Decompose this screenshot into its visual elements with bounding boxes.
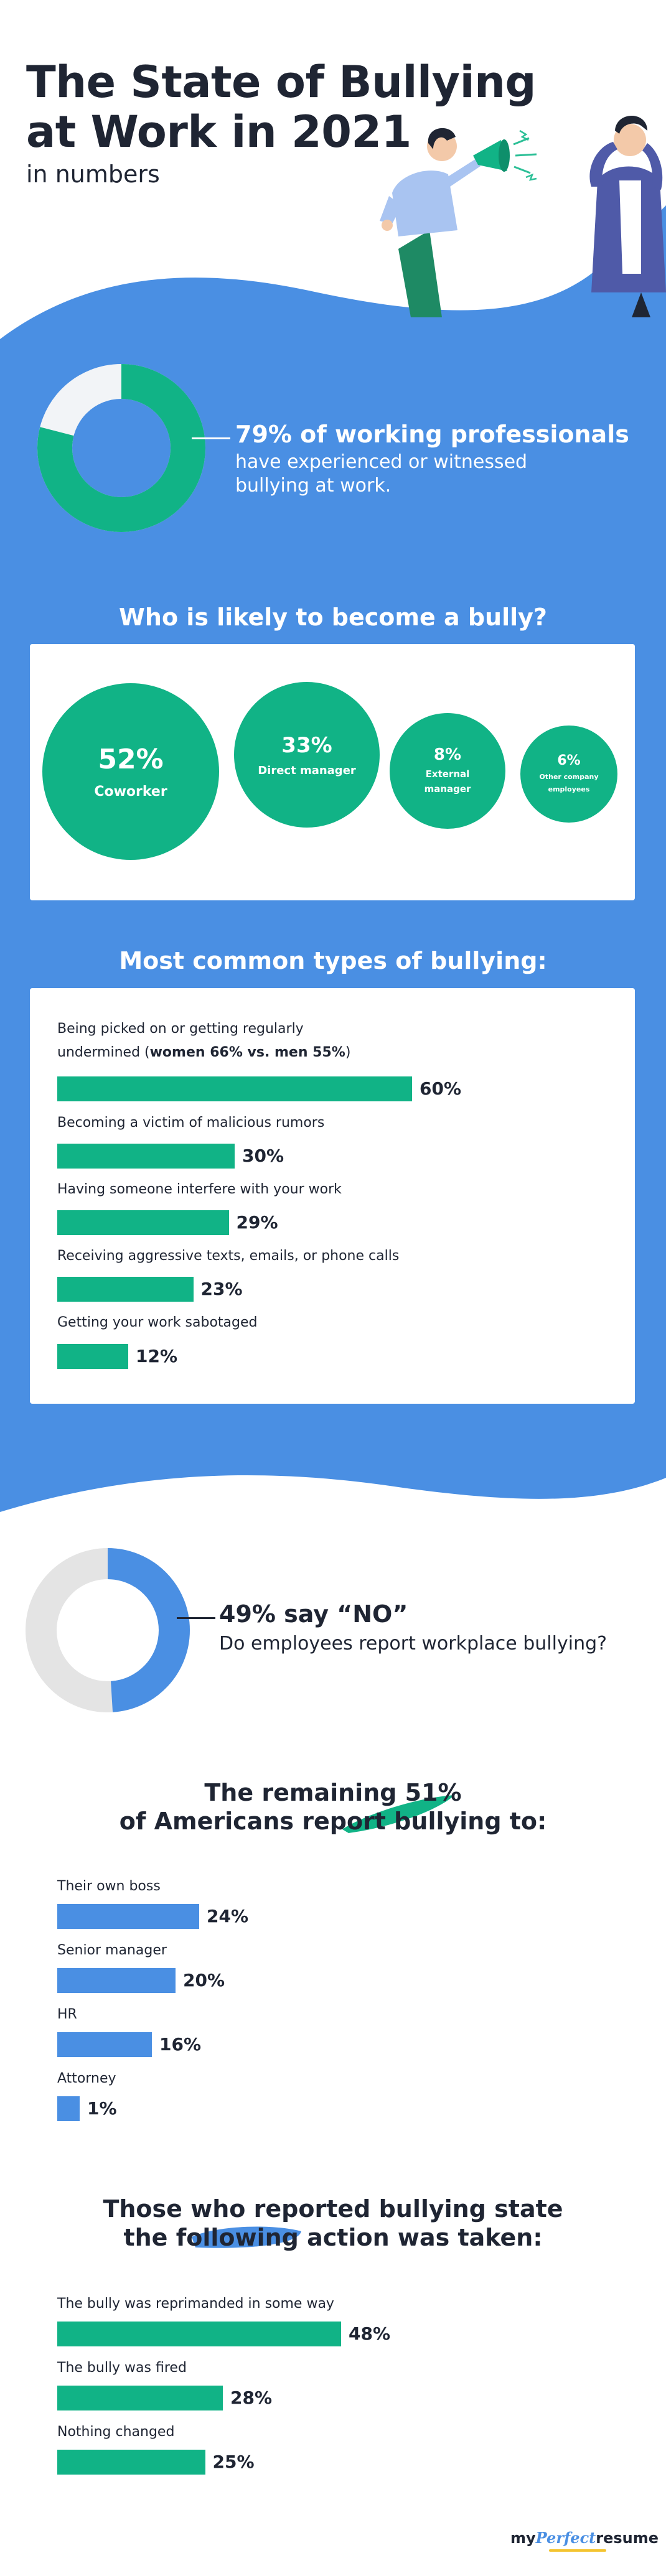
donut-49-value-arc (26, 1548, 190, 1712)
report-heading-line2: of Americans report bullying to: (119, 1808, 547, 1835)
types-bar-value: 60% (420, 1078, 462, 1099)
types-bar-value: 29% (236, 1212, 278, 1233)
bully-circle-pct: 52% (98, 744, 164, 775)
action-bar-label: Nothing changed (57, 2424, 175, 2440)
donut-79-value-arc (37, 364, 205, 532)
bully-circle-label: External manager (424, 768, 471, 795)
types-bar (57, 1144, 235, 1169)
report-bar-value: 20% (183, 1970, 225, 1990)
bully-circle-label: Direct manager (258, 763, 356, 777)
stat-49-connector-line (177, 1617, 215, 1619)
green-brush-stroke (342, 1795, 454, 1833)
logo-part-perfect: Perfect (535, 2529, 596, 2547)
bully-circle-label: Other company employees (539, 772, 599, 793)
types-label1-line2-pre: undermined ( (57, 1045, 150, 1060)
action-bar (57, 2386, 223, 2410)
action-bar (57, 2450, 205, 2475)
bully-circle-external-manager: 8% External manager (390, 713, 505, 829)
report-heading-line1: The remaining 51% (204, 1779, 462, 1806)
donut-chart-79 (37, 364, 205, 532)
types-bar-label: Getting your work sabotaged (57, 1315, 258, 1330)
bully-circle-pct: 8% (433, 745, 462, 764)
action-heading-line1: Those who reported bullying state (103, 2195, 563, 2223)
types-bar (57, 1277, 194, 1302)
types-bar-label: Receiving aggressive texts, emails, or p… (57, 1248, 400, 1264)
megaphone-illustration (380, 116, 666, 317)
myperfectresume-logo: myPerfectresume (510, 2529, 659, 2547)
types-bar-label: Being picked on or getting regularly und… (57, 1017, 350, 1065)
types-bar (57, 1344, 128, 1369)
types-label1-line2-bold: women 66% vs. men 55% (149, 1045, 345, 1060)
report-heading: The remaining 51% of Americans report bu… (0, 1778, 666, 1836)
report-bar (57, 2032, 152, 2057)
logo-part-resume: resume (596, 2529, 659, 2547)
types-bar (57, 1210, 229, 1235)
types-bar (57, 1076, 412, 1101)
page-title: The State of Bullying at Work in 2021 (26, 57, 537, 157)
report-bar (57, 1904, 199, 1929)
stat-79-headline: 79% of working professionals (235, 421, 629, 448)
action-bar (57, 2322, 341, 2346)
stat-49-headline: 49% say “NO” (219, 1600, 408, 1628)
report-bar-label: Attorney (57, 2071, 116, 2086)
action-heading: Those who reported bullying state the fo… (0, 2195, 666, 2252)
types-bar-label: Becoming a victim of malicious rumors (57, 1115, 325, 1131)
bully-heading: Who is likely to become a bully? (119, 604, 547, 631)
stat-79-connector-line (192, 437, 230, 439)
types-bar-value: 30% (242, 1146, 284, 1166)
stat-79-text: have experienced or witnessed bullying a… (235, 451, 528, 497)
report-bar-label: Their own boss (57, 1878, 161, 1894)
types-heading: Most common types of bullying: (119, 947, 547, 974)
page-title-line2: at Work in 2021 (26, 106, 411, 157)
page-subtitle: in numbers (26, 161, 160, 188)
types-bar-label: Having someone interfere with your work (57, 1182, 342, 1197)
action-bar-label: The bully was reprimanded in some way (57, 2296, 334, 2312)
report-bar-label: Senior manager (57, 1943, 167, 1958)
donut-chart-49 (26, 1548, 190, 1712)
report-bar-label: HR (57, 2007, 77, 2022)
bully-circle-pct: 6% (557, 752, 581, 768)
page-title-line1: The State of Bullying (26, 57, 537, 108)
bully-circle-direct-manager: 33% Direct manager (234, 682, 380, 828)
logo-part-my: my (510, 2529, 536, 2547)
report-bar-value: 1% (87, 2098, 117, 2119)
bully-circle-coworker: 52% Coworker (42, 683, 219, 860)
action-bar-label: The bully was fired (57, 2360, 187, 2376)
action-heading-line2: the following action was taken: (123, 2224, 543, 2251)
types-label1-line1: Being picked on or getting regularly (57, 1021, 304, 1037)
action-bar-value: 25% (212, 2452, 255, 2472)
action-bar-value: 28% (230, 2387, 273, 2408)
types-bar-value: 12% (136, 1346, 178, 1366)
types-card (30, 988, 635, 1404)
report-bar-value: 24% (207, 1906, 249, 1926)
logo-underline (549, 2549, 606, 2552)
bully-circle-label: Coworker (94, 784, 167, 800)
report-bar (57, 1968, 176, 1993)
report-bar-value: 16% (159, 2034, 202, 2055)
bully-circle-other-employees: 6% Other company employees (520, 726, 617, 823)
types-bar-value: 23% (200, 1279, 243, 1299)
stat-49-text: Do employees report workplace bullying? (219, 1633, 607, 1654)
bully-circle-pct: 33% (281, 732, 332, 758)
blue-brush-stroke (192, 2226, 301, 2248)
types-label1-line2-post: ) (345, 1045, 351, 1060)
action-bar-value: 48% (349, 2323, 391, 2344)
report-bar (57, 2096, 80, 2121)
